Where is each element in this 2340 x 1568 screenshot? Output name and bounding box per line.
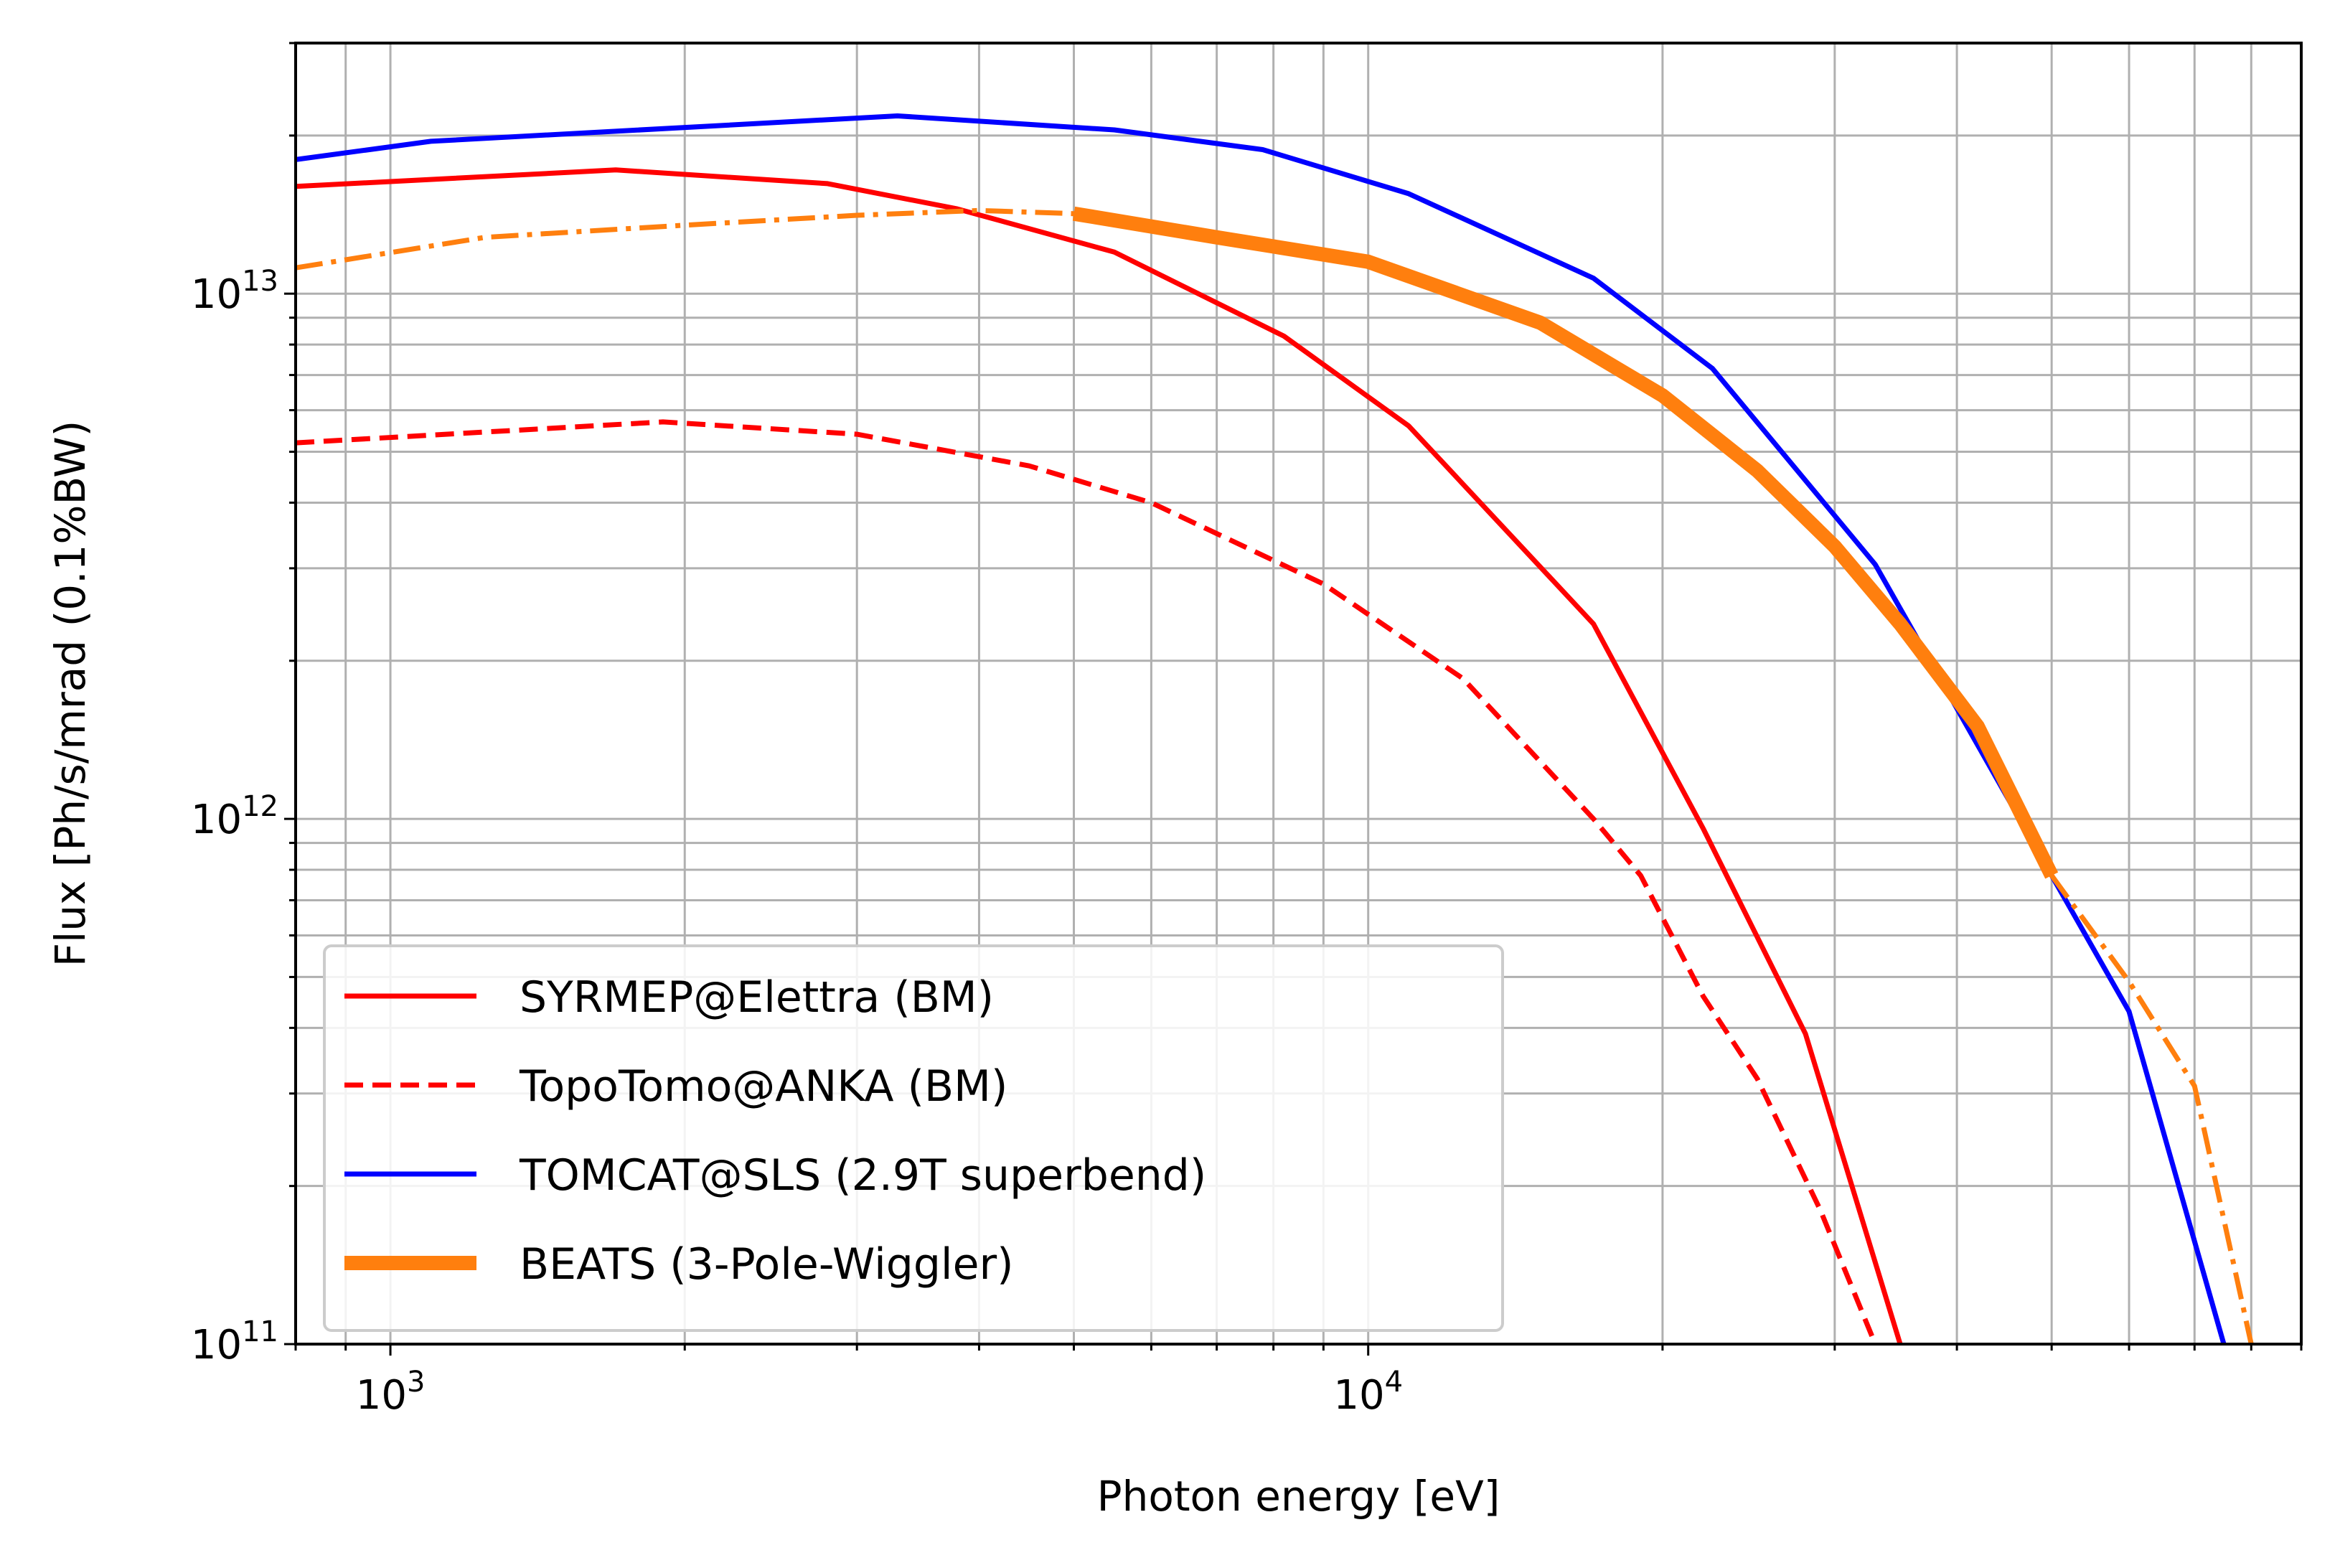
series-line-2: [295, 419, 1878, 1346]
y-tick-label: 1013: [191, 265, 278, 318]
axis-ticks: 103 104 1011 1012 1013: [191, 42, 2303, 1419]
y-tick-label: 1011: [191, 1315, 278, 1369]
legend: SYRMEP@Elettra (BM) TopoTomo@ANKA (BM) TOM…: [323, 944, 1504, 1332]
series-lines: [295, 113, 2254, 1346]
legend-label: TOMCAT@SLS (2.9T superbend): [519, 1150, 1206, 1201]
series-line-5: [1072, 206, 2059, 879]
series-line-3: [295, 113, 2227, 1345]
series-line-4: [295, 207, 2254, 1345]
legend-label: BEATS (3-Pole-Wiggler): [520, 1239, 1014, 1290]
legend-label: TopoTomo@ANKA (BM): [519, 1061, 1007, 1112]
plot-frame: [294, 42, 2303, 1346]
x-tick-label: 104: [1333, 1366, 1403, 1419]
series-line-1: [295, 167, 1903, 1346]
x-axis-label: Photon energy [eV]: [1097, 1472, 1500, 1521]
x-tick-label: 103: [356, 1366, 426, 1419]
y-axis-label: Flux [Ph/s/mrad (0.1%BW): [46, 421, 95, 967]
y-tick-label: 1012: [191, 790, 278, 843]
legend-label: SYRMEP@Elettra (BM): [520, 972, 994, 1023]
legend-box: [323, 944, 1504, 1332]
